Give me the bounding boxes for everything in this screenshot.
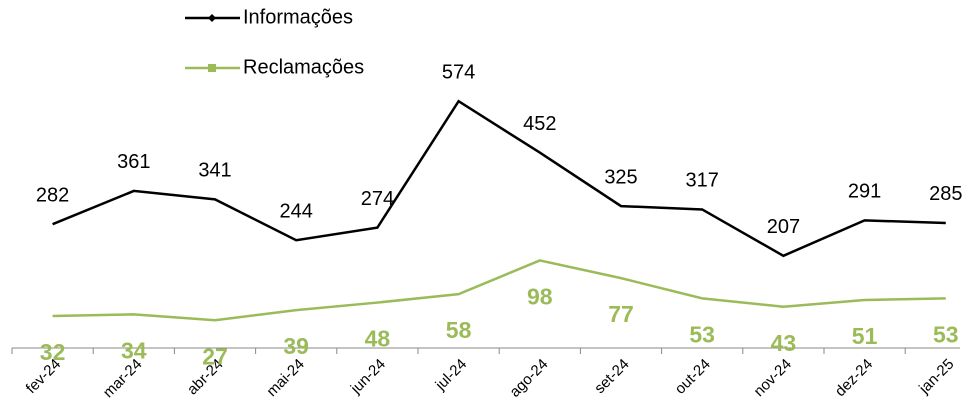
legend-marker [208, 14, 216, 22]
data-label: 58 [446, 317, 472, 343]
data-label: 291 [848, 181, 881, 203]
x-tick-label: dez-24 [832, 356, 876, 400]
x-tick-label: jan-25 [915, 356, 957, 398]
data-label: 285 [929, 183, 962, 205]
x-tick-label: nov-24 [751, 356, 795, 400]
data-label: 27 [202, 343, 228, 369]
data-label: 98 [527, 284, 553, 310]
data-label: 43 [771, 330, 797, 356]
data-label: 207 [767, 216, 800, 238]
x-tick-label: out-24 [672, 356, 714, 398]
series-line [52, 259, 946, 322]
data-label: 244 [280, 200, 313, 222]
data-label: 452 [523, 113, 556, 135]
data-label: 77 [608, 301, 634, 327]
legend-marker [208, 64, 216, 72]
data-label: 53 [933, 321, 959, 347]
x-tick-label: jul-24 [432, 356, 471, 395]
data-label: 32 [40, 339, 66, 365]
x-tick-label: ago-24 [506, 356, 551, 401]
data-label: 574 [442, 61, 475, 83]
data-label: 361 [117, 151, 150, 173]
data-label: 53 [689, 321, 715, 347]
data-label: 51 [852, 323, 878, 349]
data-label: 34 [121, 337, 147, 363]
data-label: 274 [361, 188, 394, 210]
data-label: 341 [198, 160, 231, 182]
data-label: 282 [36, 184, 69, 206]
data-label: 325 [604, 166, 637, 188]
data-label: 317 [686, 170, 719, 192]
data-label: 39 [283, 333, 309, 359]
x-tick-label: mai-24 [263, 356, 307, 400]
legend-label: Reclamações [243, 56, 364, 78]
series-line [52, 99, 946, 258]
legend-label: Informações [243, 6, 353, 28]
x-tick-label: set-24 [591, 356, 633, 398]
data-label: 48 [365, 326, 391, 352]
x-tick-label: jun-24 [347, 356, 389, 398]
